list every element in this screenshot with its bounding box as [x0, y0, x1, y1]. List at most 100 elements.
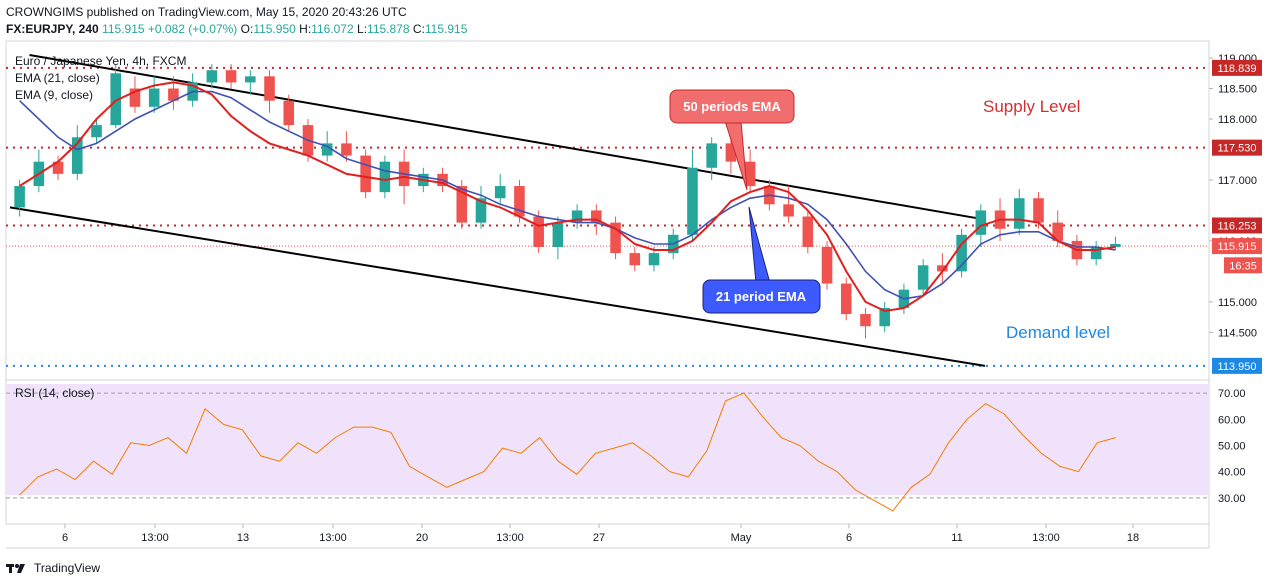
price-axis-label: 116.253 [1218, 220, 1257, 232]
publish-info: CROWNGIMS published on TradingView.com, … [6, 5, 407, 19]
candle-body [206, 70, 218, 83]
time-tick-label: 6 [62, 532, 68, 544]
candle-body [456, 186, 468, 223]
time-tick-label: 13:00 [1032, 532, 1060, 544]
price-label-box [1212, 217, 1262, 234]
ema21-callout-label: 21 period EMA [716, 289, 807, 304]
candle-body [71, 137, 83, 174]
candle-body [110, 73, 122, 126]
candle-body [821, 247, 833, 284]
time-tick-label: 11 [951, 532, 962, 544]
candle-body [860, 314, 871, 327]
footer-brand-label: TradingView [34, 561, 101, 575]
candle-body [514, 186, 525, 217]
candle-body [937, 265, 948, 272]
price-label-box [1212, 59, 1262, 76]
time-tick-label: 13:00 [141, 532, 169, 544]
tradingview-logo-icon [6, 564, 25, 573]
rsi-tick-label: 70.00 [1218, 388, 1246, 400]
close-value: 115.915 [424, 22, 468, 36]
candle-body [494, 186, 506, 199]
rsi-band [6, 384, 1209, 495]
ema9-line [19, 81, 1116, 313]
open-value: 115.950 [253, 22, 296, 36]
price-axis-label: 118.839 [1218, 63, 1257, 75]
ema21-callout-pointer [748, 206, 771, 284]
close-label: C: [412, 22, 425, 36]
upper-channel-line [29, 54, 986, 221]
candle-body [571, 210, 583, 223]
candle-body [725, 143, 737, 162]
candle-body [283, 100, 295, 126]
candle-body [129, 88, 141, 107]
time-tick-label: 13:00 [319, 532, 347, 544]
candle-body [591, 210, 602, 223]
candle-body [168, 88, 179, 101]
candle-body [956, 234, 967, 272]
candle-body [648, 253, 660, 266]
candle-body [783, 204, 794, 217]
time-tick-label: 27 [593, 532, 605, 544]
ema50-callout-box [669, 89, 795, 124]
candle-body [917, 265, 929, 290]
price-axis-label: 115.915 [1218, 241, 1257, 253]
rsi-legend: RSI (14, close) [15, 386, 94, 400]
ema21-callout: 21 period EMA [702, 206, 821, 314]
rsi-tick-label: 40.00 [1218, 467, 1246, 479]
time-tick-label: 6 [846, 532, 852, 544]
last-price: 115.915 [102, 22, 145, 36]
time-tick-label: May [731, 532, 752, 544]
candle-body [1110, 243, 1121, 247]
candle-body [379, 161, 391, 193]
price-label-box [1212, 139, 1262, 156]
price-label-box [1212, 357, 1262, 374]
candle-body [1052, 222, 1064, 241]
price-axis-label: 113.950 [1218, 361, 1257, 373]
price-axis-label: 16:35 [1229, 260, 1257, 272]
time-tick-label: 13 [237, 532, 249, 544]
candle-body [225, 70, 237, 83]
candle-body [744, 161, 756, 187]
candle-body [148, 88, 160, 107]
low-value: 115.878 [367, 22, 410, 36]
candle-body [802, 216, 814, 247]
price-tick-label: 114.500 [1218, 327, 1257, 339]
candle-body [245, 76, 256, 83]
price-label-box [1212, 238, 1262, 255]
price-tick-label: 118.500 [1218, 84, 1257, 96]
countdown-box [1224, 257, 1262, 274]
ema21-callout-box [702, 279, 821, 314]
price-change: +0.082 (+0.07%) [147, 22, 238, 36]
candle-body [879, 307, 890, 327]
candle-body [1013, 198, 1025, 229]
candle-body [91, 125, 102, 138]
candle-body [629, 253, 641, 266]
ema21-line [19, 90, 1116, 300]
time-tick-label: 13:00 [496, 532, 524, 544]
high-value: 116.072 [311, 22, 354, 36]
ema21-legend: EMA (21, close) [15, 71, 100, 85]
lower-channel-line [9, 206, 986, 367]
ema50-callout-label: 50 periods EMA [683, 99, 781, 114]
candle-body [687, 167, 698, 235]
price-axis-label: 117.530 [1218, 143, 1257, 155]
supply-level-label: Supply Level [983, 97, 1080, 116]
rsi-tick-label: 60.00 [1218, 414, 1246, 426]
candle-body [975, 210, 987, 235]
candle-body [552, 222, 564, 247]
candle-body [706, 143, 717, 168]
footer-brand[interactable]: TradingView [6, 561, 100, 575]
symbol-quote-line: FX:EURJPY, 240 115.915 +0.082 (+0.07%) O… [6, 22, 467, 36]
candle-body [264, 76, 275, 101]
candle-body [475, 198, 487, 223]
candle-body [840, 283, 852, 315]
candle-body [533, 216, 544, 247]
rsi-line [18, 392, 1116, 512]
candle-body [52, 161, 64, 174]
low-label: L: [357, 22, 368, 36]
candle-body [360, 155, 371, 193]
symbol-label: FX:EURJPY, 240 [6, 22, 99, 36]
ema50-callout: 50 periods EMA [669, 89, 795, 191]
ema9-legend: EMA (9, close) [15, 88, 93, 102]
